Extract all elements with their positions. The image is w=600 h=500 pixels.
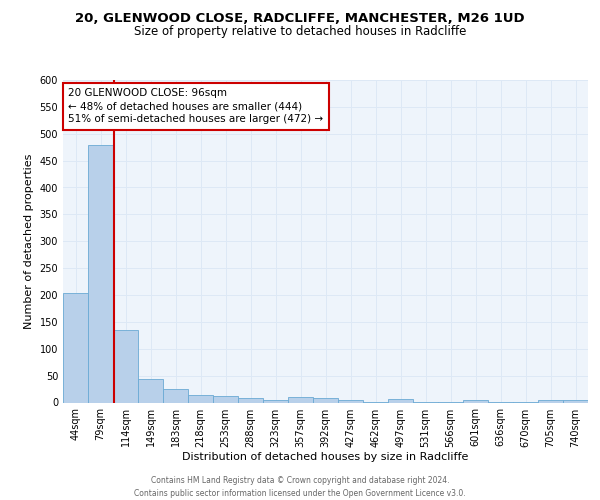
Text: 20 GLENWOOD CLOSE: 96sqm
← 48% of detached houses are smaller (444)
51% of semi-: 20 GLENWOOD CLOSE: 96sqm ← 48% of detach… bbox=[68, 88, 323, 124]
Bar bbox=[338, 400, 363, 402]
Bar bbox=[63, 294, 88, 403]
Bar bbox=[313, 398, 338, 402]
Bar bbox=[463, 400, 488, 402]
X-axis label: Distribution of detached houses by size in Radcliffe: Distribution of detached houses by size … bbox=[182, 452, 469, 462]
Bar bbox=[88, 145, 113, 403]
Bar bbox=[188, 395, 213, 402]
Bar bbox=[213, 396, 238, 402]
Bar bbox=[538, 400, 563, 402]
Bar bbox=[263, 400, 288, 402]
Bar bbox=[238, 398, 263, 402]
Text: Contains HM Land Registry data © Crown copyright and database right 2024.
Contai: Contains HM Land Registry data © Crown c… bbox=[134, 476, 466, 498]
Bar bbox=[113, 330, 138, 402]
Y-axis label: Number of detached properties: Number of detached properties bbox=[24, 154, 34, 329]
Bar bbox=[163, 389, 188, 402]
Text: 20, GLENWOOD CLOSE, RADCLIFFE, MANCHESTER, M26 1UD: 20, GLENWOOD CLOSE, RADCLIFFE, MANCHESTE… bbox=[75, 12, 525, 26]
Bar bbox=[288, 397, 313, 402]
Bar bbox=[563, 400, 588, 402]
Bar bbox=[388, 398, 413, 402]
Text: Size of property relative to detached houses in Radcliffe: Size of property relative to detached ho… bbox=[134, 25, 466, 38]
Bar bbox=[138, 380, 163, 402]
